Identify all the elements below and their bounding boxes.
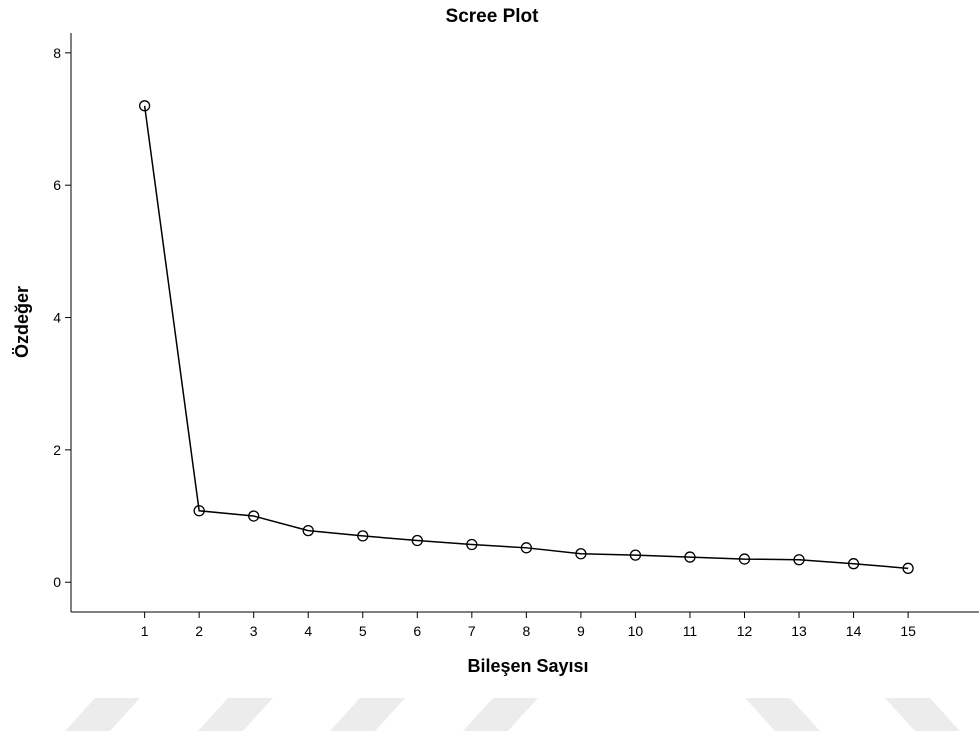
data-point xyxy=(738,553,751,565)
data-point xyxy=(847,558,860,570)
data-point xyxy=(138,100,151,112)
x-tick-label: 10 xyxy=(628,623,644,639)
chart-title: Scree Plot xyxy=(446,6,540,27)
data-point xyxy=(248,510,260,522)
data-point xyxy=(793,554,805,566)
x-tick-label: 3 xyxy=(250,623,258,639)
data-point xyxy=(411,534,423,547)
y-tick-label: 0 xyxy=(53,574,61,590)
y-tick-label: 6 xyxy=(53,177,61,193)
watermark-band xyxy=(65,698,960,731)
y-tick-label: 4 xyxy=(53,310,61,326)
x-tick-label: 11 xyxy=(683,623,698,639)
y-axis-ticks: 0 2 4 6 8 xyxy=(53,45,71,590)
data-points xyxy=(138,100,914,574)
y-tick-label: 2 xyxy=(53,442,61,458)
data-point xyxy=(902,562,914,574)
x-tick-label: 14 xyxy=(846,623,862,639)
x-tick-label: 1 xyxy=(141,623,149,639)
x-tick-label: 4 xyxy=(304,623,312,639)
data-point xyxy=(684,551,696,563)
x-tick-label: 5 xyxy=(359,623,367,639)
data-point xyxy=(629,549,642,561)
x-axis-ticks: 1 2 3 4 5 6 7 8 9 10 11 12 13 14 15 xyxy=(141,612,916,639)
data-point xyxy=(466,538,478,551)
y-tick-label: 8 xyxy=(53,45,61,61)
x-tick-label: 7 xyxy=(468,623,476,639)
x-tick-label: 12 xyxy=(737,623,753,639)
data-point xyxy=(357,530,369,542)
x-tick-label: 2 xyxy=(195,623,203,639)
y-axis-label: Özdeğer xyxy=(12,286,32,358)
data-point xyxy=(302,524,314,537)
x-tick-label: 6 xyxy=(413,623,421,639)
x-axis-label: Bileşen Sayısı xyxy=(467,656,588,676)
data-point xyxy=(575,548,587,560)
x-tick-label: 15 xyxy=(900,623,916,639)
data-point xyxy=(520,542,533,554)
x-tick-label: 9 xyxy=(577,623,585,639)
x-tick-label: 13 xyxy=(791,623,807,639)
x-tick-label: 8 xyxy=(522,623,530,639)
data-point xyxy=(193,505,205,517)
series-line xyxy=(143,105,909,570)
